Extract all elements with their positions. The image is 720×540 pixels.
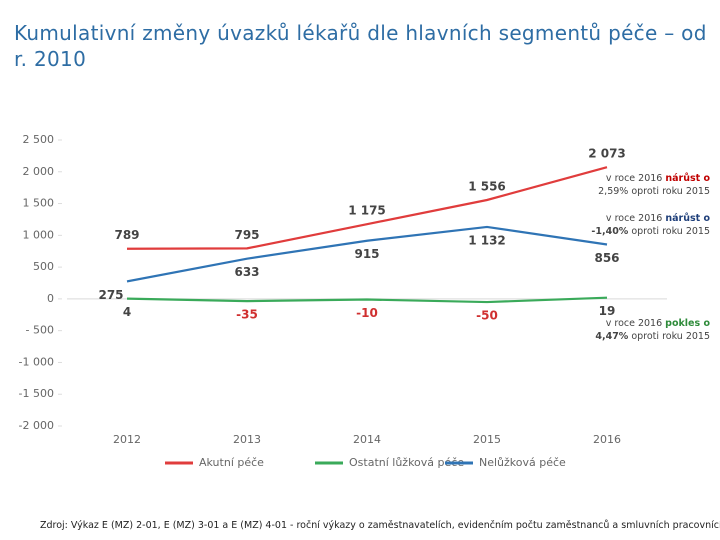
data-label: -35 — [236, 308, 258, 322]
data-label: 789 — [114, 228, 139, 242]
series-line — [126, 225, 608, 283]
annotation-text: pokles o — [665, 318, 710, 329]
annotation: v roce 2016 nárůst o -1,40% oproti roku 201… — [580, 212, 710, 238]
y-tick-label: 500 — [33, 260, 54, 273]
y-tick-label: 1 500 — [23, 197, 55, 210]
data-label: 1 132 — [468, 233, 506, 247]
annotation-text: 4,47% — [595, 331, 629, 342]
annotation: v roce 2016 nárůst o 2,59% oproti roku 2015 — [580, 172, 710, 198]
source-note: Zdroj: Výkaz E (MZ) 2-01, E (MZ) 3-01 a … — [40, 520, 720, 531]
annotation: v roce 2016 pokles o 4,47% oproti roku 2015 — [580, 317, 710, 343]
y-tick-label: 2 500 — [23, 133, 55, 146]
data-label: 2 073 — [588, 147, 626, 161]
data-label: 19 — [599, 304, 616, 318]
data-label: 856 — [594, 251, 619, 265]
annotation-text: v roce 2016 — [605, 318, 663, 329]
series-line — [126, 166, 608, 250]
x-tick-label: 2016 — [593, 433, 621, 446]
x-tick-label: 2015 — [473, 433, 501, 446]
annotation-text: v roce 2016 — [605, 173, 663, 184]
data-label: 633 — [234, 265, 259, 279]
chart-title: Kumulativní změny úvazků lékařů dle hlav… — [14, 21, 707, 71]
x-tick-label: 2014 — [353, 433, 381, 446]
annotation-text: -1,40% — [591, 226, 629, 237]
y-tick-label: -2 000 — [19, 419, 54, 432]
annotation-text: oproti roku 2015 — [631, 186, 710, 197]
annotation-text: v roce 2016 — [605, 213, 663, 224]
data-label: 275 — [98, 288, 123, 302]
annotation-text: 2,59% — [598, 186, 629, 197]
annotation-text: nárůst o — [665, 213, 710, 224]
y-tick-label: -1 500 — [19, 387, 54, 400]
annotation-text: nárůst o — [665, 173, 710, 184]
y-tick-label: - 500 — [26, 324, 54, 337]
y-tick-label: 0 — [47, 292, 54, 305]
annotation-text: oproti roku 2015 — [631, 226, 710, 237]
annotation-text: oproti roku 2015 — [631, 331, 710, 342]
y-tick-label: -1 000 — [19, 355, 54, 368]
data-label: 915 — [354, 247, 379, 261]
y-tick-label: 2 000 — [23, 165, 55, 178]
data-label: 1 556 — [468, 179, 506, 193]
data-label: 795 — [234, 228, 259, 242]
y-tick-label: 1 000 — [23, 228, 55, 241]
data-label: 4 — [123, 305, 131, 319]
data-label: -50 — [476, 309, 498, 323]
x-tick-label: 2012 — [113, 433, 141, 446]
x-tick-label: 2013 — [233, 433, 261, 446]
legend-label: Ostatní lůžková péče — [349, 456, 464, 469]
series-line — [126, 296, 608, 304]
data-label: -10 — [356, 306, 378, 320]
data-label: 1 175 — [348, 204, 386, 218]
legend-label: Nelůžková péče — [479, 456, 566, 469]
legend-label: Akutní péče — [199, 456, 264, 469]
